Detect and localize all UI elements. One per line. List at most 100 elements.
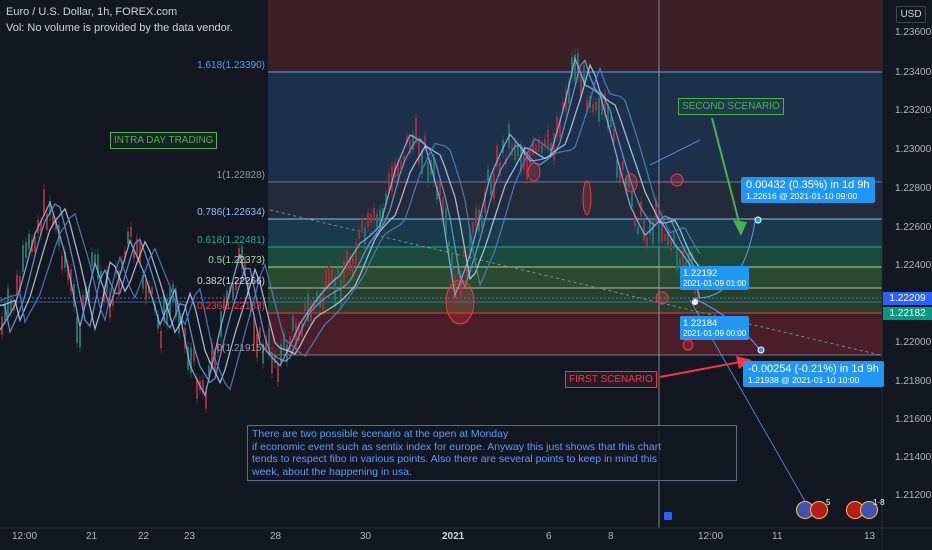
fib-band-lightgreen: [268, 267, 882, 288]
price-axis-label: 1.22400: [895, 260, 932, 271]
candle-body: [472, 222, 474, 234]
measure-up-title: 0.00432 (0.35%) in 1d 9h: [746, 179, 870, 191]
candle-body: [574, 54, 576, 81]
second-scenario-label[interactable]: SECOND SCENARIO: [678, 98, 784, 115]
note-line: if economic event such as sentix index f…: [252, 440, 662, 453]
candle-body: [376, 213, 378, 227]
candle-body: [202, 380, 204, 394]
candle-body: [244, 258, 246, 277]
trend-annotation-line: [649, 139, 701, 166]
candle-body: [550, 143, 552, 151]
candle-body: [466, 269, 468, 277]
point-label-1-time: 2021-01-09 01:00: [683, 279, 747, 288]
price-axis-label: 1.23000: [895, 144, 932, 155]
intra-day-label[interactable]: INTRA DAY TRADING: [110, 132, 218, 149]
candle-body: [484, 191, 486, 214]
candle-body: [28, 234, 30, 250]
candle-body: [523, 150, 525, 170]
candle-body: [433, 158, 435, 182]
candle-body: [646, 236, 648, 247]
candle-body: [16, 274, 18, 296]
price-tag-second: 1.22182: [883, 307, 932, 320]
event-marker-icon[interactable]: [664, 512, 672, 520]
green-arrow-head: [733, 220, 747, 236]
first-scenario-label[interactable]: FIRST SCENARIO: [565, 371, 657, 388]
candle-body: [397, 161, 399, 184]
candle-body: [535, 144, 537, 155]
candle-body: [454, 274, 456, 300]
candle-body: [94, 254, 96, 263]
candle-body: [307, 293, 309, 322]
time-axis-label: 28: [270, 531, 282, 542]
candle-body: [643, 220, 645, 241]
candle-body: [634, 215, 636, 227]
candle-body: [55, 221, 57, 230]
candle-body: [556, 116, 558, 137]
candle-body: [25, 242, 27, 259]
candle-body: [427, 161, 429, 183]
time-axis-label: 12:00: [698, 531, 724, 542]
candle-body: [133, 250, 135, 259]
candle-body: [538, 139, 540, 152]
candle-body: [304, 303, 306, 311]
measure-up-callout[interactable]: 0.00432 (0.35%) in 1d 9h 1.22616 @ 2021-…: [741, 177, 875, 203]
event-flags-right[interactable]: 1·8: [846, 498, 885, 524]
event-count: 1·8: [873, 498, 885, 507]
fib-band-green: [268, 247, 882, 267]
moving-average-line: [0, 59, 701, 384]
target-dot-up: [754, 216, 762, 224]
candle-body: [412, 134, 414, 150]
candle-body: [475, 208, 477, 226]
candle-body: [250, 300, 252, 313]
candle-body: [379, 210, 381, 228]
candle-body: [88, 289, 90, 302]
event-flags-left[interactable]: 5: [796, 498, 830, 524]
candle-body: [664, 234, 666, 241]
candle-body: [595, 101, 597, 111]
candle-body: [97, 254, 99, 280]
candle-body: [145, 279, 147, 300]
measure-down-callout[interactable]: -0.00254 (-0.21%) in 1d 9h 1.21938 @ 202…: [743, 361, 884, 387]
candle-body: [532, 140, 534, 155]
candle-body: [652, 220, 654, 245]
candle-body: [604, 93, 606, 116]
candle-body: [496, 145, 498, 167]
candle-body: [598, 97, 600, 122]
candle-body: [124, 250, 126, 259]
price-tag-current: 1.22209: [883, 292, 932, 305]
candle-body: [625, 177, 627, 190]
candle-body: [142, 275, 144, 289]
price-axis-label: 1.21800: [895, 376, 932, 387]
candle-body: [139, 240, 141, 264]
candle-body: [487, 169, 489, 183]
candle-body: [235, 281, 237, 291]
candle-body: [268, 328, 270, 355]
us-flag-icon: [810, 501, 828, 519]
candle-body: [223, 298, 225, 309]
candle-body: [325, 270, 327, 288]
time-axis-label: 12:00: [12, 531, 38, 542]
analysis-note[interactable]: There are two possible scenario at the o…: [247, 425, 737, 481]
candle-body: [352, 257, 354, 278]
candle-body: [19, 275, 21, 293]
candle-body: [403, 155, 405, 164]
candle-body: [442, 196, 444, 215]
candle-body: [541, 145, 543, 154]
point-label-2-time: 2021-01-09 00:00: [683, 329, 747, 338]
fib-level-label: 1.618(1.23390): [197, 60, 265, 71]
point-label-1-price: 1.22192: [683, 268, 718, 279]
candle-body: [253, 317, 255, 345]
fib-level-label: 0.618(1.22481): [197, 235, 265, 246]
candle-body: [322, 293, 324, 311]
point-label-2[interactable]: 1.22184 2021-01-09 00:00: [680, 316, 750, 340]
fib-band-olive: [268, 288, 882, 313]
symbol-title[interactable]: Euro / U.S. Dollar, 1h, FOREX.com: [6, 6, 178, 18]
currency-button[interactable]: USD: [896, 6, 926, 23]
candle-body: [661, 216, 663, 243]
candle-body: [676, 247, 678, 271]
point-label-1[interactable]: 1.22192 2021-01-09 01:00: [680, 266, 750, 290]
candle-body: [85, 286, 87, 301]
candle-body: [232, 283, 234, 300]
candle-body: [265, 335, 267, 350]
